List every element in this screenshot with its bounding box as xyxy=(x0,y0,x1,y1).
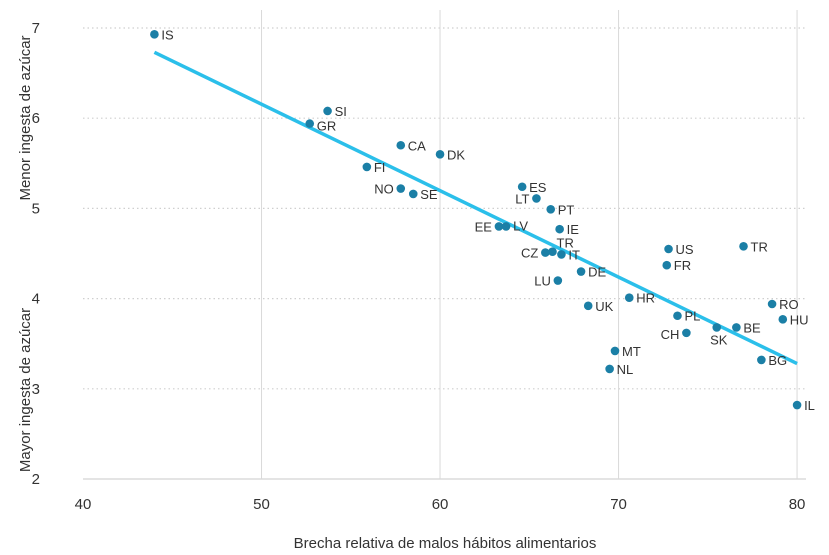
data-point-es xyxy=(517,182,527,192)
point-label: NL xyxy=(617,362,634,377)
point-label: HU xyxy=(790,312,809,327)
data-point-fr xyxy=(662,260,672,270)
data-point-is xyxy=(150,30,159,39)
data-point-de xyxy=(576,267,586,276)
point-label: SI xyxy=(335,104,347,119)
point-label: FR xyxy=(674,258,691,273)
point-label: BG xyxy=(768,353,787,368)
point-label: SK xyxy=(710,332,728,347)
point-label: ES xyxy=(529,180,547,195)
trendline-group xyxy=(153,50,798,366)
point-label: CH xyxy=(661,327,680,342)
point-label: MT xyxy=(622,344,641,359)
point-label: EE xyxy=(475,219,493,234)
data-point-us xyxy=(664,244,673,254)
point-label: GR xyxy=(317,119,337,134)
x-tick-label: 80 xyxy=(789,496,806,513)
data-point-ie xyxy=(555,224,564,234)
x-tick-label: 50 xyxy=(253,496,270,513)
x-tick-label: 60 xyxy=(432,496,449,513)
point-label: SE xyxy=(420,187,438,202)
data-point-dk xyxy=(435,149,445,159)
point-label: CZ xyxy=(521,246,538,261)
point-label: IL xyxy=(804,398,815,413)
y-axis-label-top: Menor ingesta de azúcar xyxy=(17,35,34,200)
point-label: PT xyxy=(558,202,575,217)
data-point-ch xyxy=(682,328,691,338)
data-point-hr xyxy=(624,293,634,302)
point-label: FI xyxy=(374,160,386,175)
data-point-pl xyxy=(673,311,682,321)
y-tick-label: 3 xyxy=(32,381,40,398)
point-label: CA xyxy=(408,138,426,153)
point-label: LU xyxy=(534,274,551,289)
data-point-gr xyxy=(305,119,315,128)
x-tick-label: 70 xyxy=(610,496,627,513)
data-point-il xyxy=(792,400,802,410)
point-label: PL xyxy=(684,309,700,324)
x-tick-label: 40 xyxy=(75,496,92,513)
data-point-sk xyxy=(712,323,722,332)
axis-ticks: 2 3 4 5 6 7 40 50 60 70 80 xyxy=(32,20,806,513)
point-label: LV xyxy=(513,218,528,233)
point-label: DK xyxy=(447,147,465,162)
data-point-uk xyxy=(583,301,593,311)
point-label: BE xyxy=(743,320,761,335)
point-label: HR xyxy=(636,291,655,306)
data-point-pt xyxy=(546,205,556,214)
y-tick-label: 6 xyxy=(32,110,40,127)
grid xyxy=(83,10,806,480)
data-point-fi xyxy=(362,162,372,172)
data-point-lu xyxy=(553,276,563,285)
point-label: LT xyxy=(515,191,529,206)
data-point-ee xyxy=(494,222,504,231)
y-tick-label: 4 xyxy=(32,291,40,308)
data-point-se xyxy=(408,189,418,199)
point-label: TR xyxy=(557,236,574,251)
data-point-si xyxy=(323,106,332,116)
data-point-tr xyxy=(548,247,557,256)
data-point-no xyxy=(396,184,406,193)
y-tick-label: 2 xyxy=(32,471,40,488)
y-tick-label: 7 xyxy=(32,20,40,37)
point-label: RO xyxy=(779,297,799,312)
y-axis-label-bottom: Mayor ingesta de azúcar xyxy=(17,308,34,472)
data-point-nl xyxy=(605,364,614,374)
data-point-lv xyxy=(501,222,511,231)
y-tick-label: 5 xyxy=(32,200,40,217)
data-point-bg xyxy=(757,355,766,365)
x-axis-label: Brecha relativa de malos hábitos aliment… xyxy=(294,535,597,552)
point-label: DE xyxy=(588,265,606,280)
point-label: UK xyxy=(595,299,613,314)
trendline xyxy=(153,50,798,366)
point-label: IS xyxy=(161,27,174,42)
data-point-mt xyxy=(610,346,620,356)
data-point-ro xyxy=(767,299,777,309)
point-label: NO xyxy=(374,182,394,197)
point-label: IT xyxy=(568,247,580,262)
data-point-it xyxy=(557,250,566,259)
data-point-be xyxy=(732,323,741,332)
data-point-cz xyxy=(541,248,550,257)
data-point-lt xyxy=(532,194,541,203)
point-label: US xyxy=(676,242,694,257)
point-label: TR xyxy=(751,239,768,254)
data-point-ca xyxy=(396,140,406,150)
data-point-tr xyxy=(739,241,748,251)
point-label: IE xyxy=(567,222,580,237)
data-point-hu xyxy=(778,315,788,324)
